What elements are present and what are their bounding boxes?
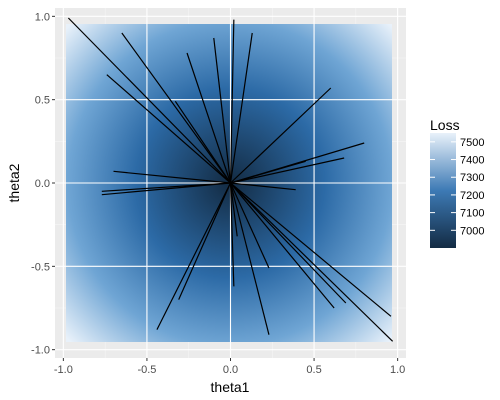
- trajectory-segment: [156, 182, 232, 330]
- x-tick-label: -0.5: [137, 364, 156, 376]
- y-axis: -1.0 -0.5 0.0 0.5 1.0: [31, 11, 55, 357]
- trajectory-segment: [230, 182, 335, 309]
- trajectory-segment: [178, 182, 232, 300]
- trajectory-segment: [186, 52, 232, 184]
- y-tick-label: -0.5: [31, 261, 50, 273]
- trajectory-segment: [230, 182, 296, 191]
- y-tick-label: 0.5: [35, 95, 50, 107]
- x-tick-label: 0.0: [223, 364, 238, 376]
- trajectory-segment: [230, 182, 394, 342]
- trajectory-segment: [230, 160, 306, 184]
- trajectory-segment: [230, 157, 345, 184]
- x-tick-label: -1.0: [54, 364, 73, 376]
- trajectory-segment: [229, 182, 270, 335]
- trajectory-segments: [67, 17, 394, 342]
- trajectory-segment: [229, 19, 235, 184]
- legend-label: 7500: [460, 137, 484, 149]
- trajectory-segment: [230, 182, 392, 317]
- trajectory-segment: [113, 170, 231, 184]
- trajectory-segment: [229, 182, 270, 269]
- trajectory-segment: [213, 37, 232, 184]
- trajectory-segment: [230, 182, 347, 304]
- y-axis-title: theta2: [6, 163, 22, 202]
- trajectory-segment: [101, 182, 231, 196]
- x-tick-label: 1.0: [390, 364, 405, 376]
- legend-label: 7200: [460, 190, 484, 202]
- legend-title: Loss: [430, 117, 460, 133]
- trajectory-segment: [121, 32, 231, 184]
- legend-label: 7100: [460, 208, 484, 220]
- legend-label: 7400: [460, 155, 484, 167]
- legend-label: 7300: [460, 172, 484, 184]
- trajectory-segment: [174, 100, 231, 184]
- trajectory-segment: [67, 17, 231, 184]
- trajectory-segment: [229, 32, 253, 184]
- legend: Loss 7500 7400 7300 7200 7100 7000: [430, 117, 484, 248]
- legend-ticks: 7500 7400 7300 7200 7100 7000: [430, 137, 484, 237]
- x-axis: -1.0 -0.5 0.0 0.5 1.0: [54, 358, 405, 376]
- legend-colorbar: [430, 133, 456, 248]
- x-axis-title: theta1: [211, 379, 250, 395]
- trajectory-segment: [230, 87, 332, 184]
- y-tick-label: 1.0: [35, 11, 50, 23]
- x-tick-label: 0.5: [306, 364, 321, 376]
- y-tick-label: 0.0: [35, 178, 50, 190]
- trajectory-segment: [106, 74, 231, 184]
- legend-label: 7000: [460, 225, 484, 237]
- trajectory-segment: [229, 182, 235, 287]
- y-tick-label: -1.0: [31, 345, 50, 357]
- trajectory-segment: [229, 182, 238, 237]
